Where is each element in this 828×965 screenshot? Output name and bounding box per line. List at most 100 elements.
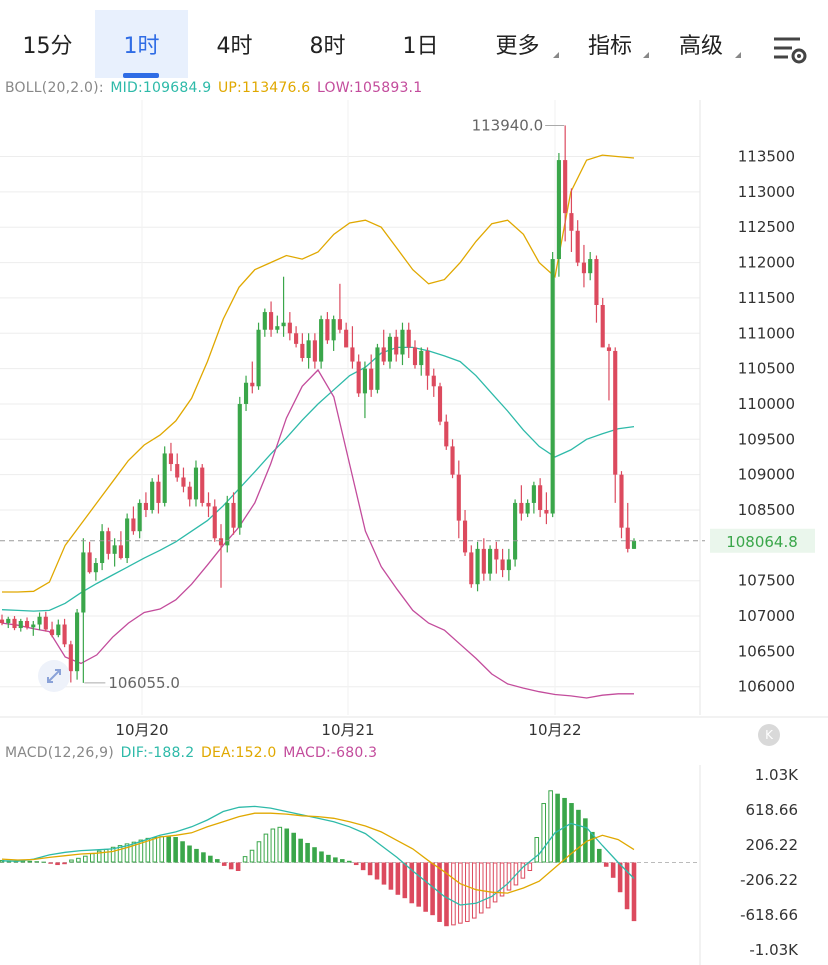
candle-body: [306, 340, 311, 359]
candle-body: [481, 548, 486, 574]
tab-more[interactable]: 更多: [470, 10, 565, 78]
macd-bar: [312, 847, 317, 863]
macd-bar: [409, 862, 415, 904]
boll-mid-line: [1, 346, 635, 612]
candle-body: [513, 502, 518, 560]
tab-label: 15分: [22, 34, 73, 59]
macd-bar: [69, 859, 74, 863]
price-tick-label: 107500: [738, 572, 795, 590]
candle-body: [243, 382, 249, 404]
macd-bar: [360, 862, 366, 871]
macd-bar: [520, 862, 526, 879]
candle-body: [356, 361, 361, 394]
macd-bar: [617, 862, 623, 893]
price-tick-label: 106000: [738, 678, 795, 696]
candle-body: [619, 474, 624, 528]
macd-dea-value: DEA:152.0: [200, 745, 277, 761]
price-tick-label: 113500: [738, 148, 795, 166]
time-tick-label: 10月22: [528, 721, 581, 739]
macd-bar: [138, 839, 144, 863]
candle-body: [506, 559, 511, 571]
price-tick-label: 112500: [738, 218, 795, 236]
boll-lower-line: [1, 368, 634, 699]
macd-bar: [492, 862, 498, 903]
candle-body: [225, 502, 230, 546]
dropdown-triangle-icon: [643, 52, 649, 58]
candle-body: [12, 618, 17, 629]
macd-bar: [381, 862, 387, 885]
candle-body: [456, 474, 461, 521]
macd-bar: [326, 854, 331, 863]
tab-15m[interactable]: 15分: [0, 10, 95, 78]
candle-body: [588, 259, 593, 274]
macd-bar: [110, 846, 116, 863]
candle-body: [137, 502, 142, 532]
candle-body: [168, 453, 174, 465]
macd-bar: [235, 862, 241, 871]
candle-body: [118, 545, 123, 559]
macd-chart[interactable]: 1.03K 618.66 206.22 -206.22 -618.66 -1.03K: [0, 765, 828, 965]
macd-bar: [194, 848, 199, 863]
macd-dif-value: DIF:-188.2: [120, 745, 195, 761]
tab-1d[interactable]: 1日: [374, 10, 467, 78]
boll-title: BOLL(20,2.0):: [5, 80, 104, 96]
current-price-tag: [710, 528, 815, 553]
low-price-label: 106055.0: [108, 674, 180, 692]
tab-4h[interactable]: 4时: [188, 10, 281, 78]
candlestick-chart[interactable]: 113500 113000 112500 112000 111500 111000 1105…: [0, 100, 828, 740]
macd-dea-line: [1, 812, 635, 894]
scroll-to-latest-icon[interactable]: K: [758, 724, 780, 746]
macd-legend: MACD(12,26,9) DIF:-188.2 DEA:152.0 MACD:…: [5, 745, 379, 761]
macd-bar: [353, 862, 359, 866]
macd-bar: [27, 860, 33, 863]
tab-1h[interactable]: 1时: [95, 10, 188, 78]
dropdown-triangle-icon: [735, 52, 741, 58]
macd-bar: [395, 862, 401, 895]
tab-advanced[interactable]: 高级: [655, 10, 747, 78]
tab-indicators[interactable]: 指标: [565, 10, 655, 78]
candle-body: [369, 368, 374, 390]
macd-bar: [145, 837, 151, 863]
macd-bar: [590, 831, 595, 863]
macd-bar: [208, 855, 213, 863]
active-tab-indicator: [123, 73, 159, 78]
candle-body: [287, 322, 292, 334]
candle-body: [594, 259, 599, 305]
candle-body: [250, 382, 255, 387]
price-tick-label: 110000: [738, 395, 795, 413]
candles: [0, 125, 637, 683]
macd-bar: [610, 862, 616, 878]
macd-bar: [249, 849, 255, 863]
candle-body: [431, 375, 436, 387]
candle-body: [500, 559, 505, 571]
current-price-label: 108064.8: [726, 533, 798, 551]
candle-body: [175, 464, 180, 478]
expand-chart-icon[interactable]: [38, 660, 70, 692]
macd-bar: [569, 803, 574, 863]
candle-body: [300, 343, 305, 359]
tab-label: 4时: [216, 34, 253, 59]
tab-8h[interactable]: 8时: [281, 10, 374, 78]
candle-body: [256, 329, 261, 387]
candle-body: [81, 552, 86, 613]
macd-bar: [603, 862, 609, 867]
candle-body: [31, 624, 36, 628]
macd-bar: [444, 862, 449, 927]
candle-body: [193, 467, 199, 500]
candle-body: [100, 531, 105, 564]
candle-body: [112, 545, 117, 554]
macd-bar: [34, 861, 40, 863]
macd-bar: [152, 837, 158, 863]
chart-settings-icon[interactable]: [770, 30, 810, 70]
macd-bar: [541, 803, 547, 863]
macd-bar: [340, 859, 345, 863]
macd-tick-label: 206.22: [746, 836, 799, 854]
candle-body: [6, 618, 11, 624]
candle-body: [350, 347, 355, 362]
price-tick-label: 110500: [738, 360, 795, 378]
macd-bar: [583, 818, 588, 863]
macd-tick-label: 618.66: [746, 801, 799, 819]
candle-body: [400, 329, 405, 355]
price-tick-label: 109000: [738, 466, 795, 484]
candle-body: [394, 336, 399, 355]
